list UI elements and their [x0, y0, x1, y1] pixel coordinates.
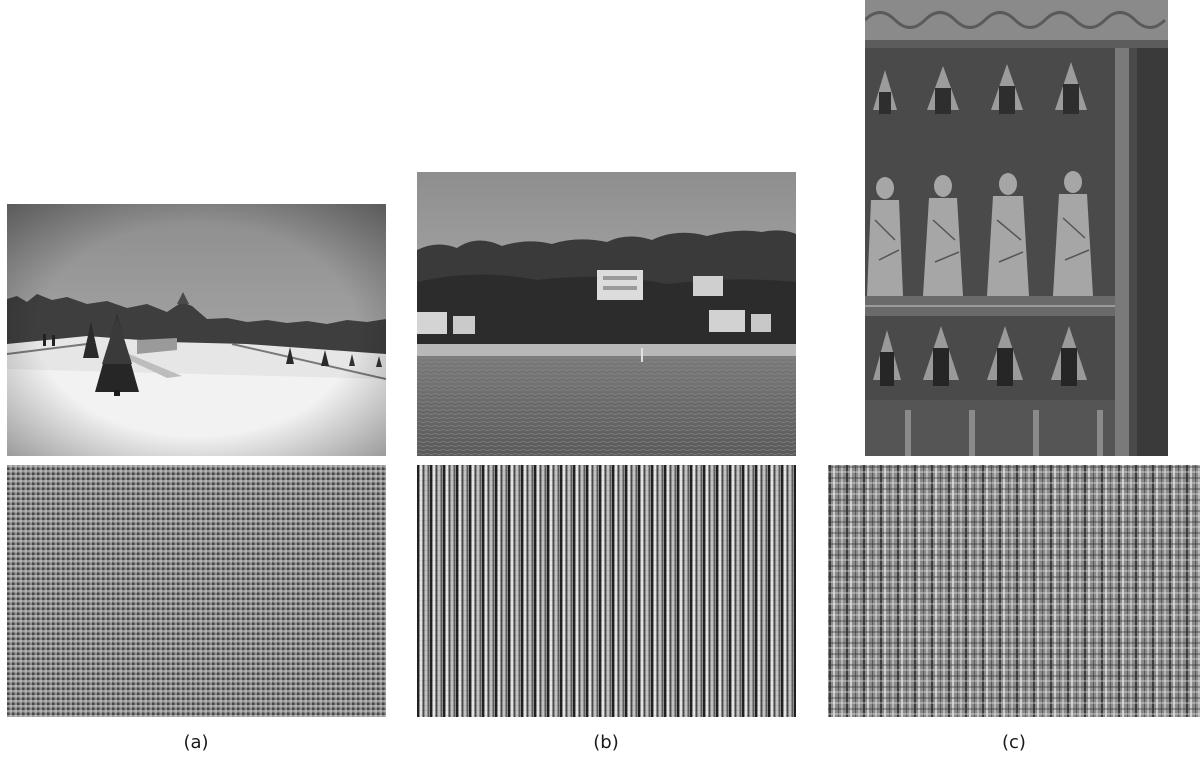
photo-snowy-park: [7, 204, 386, 456]
caption-a: (a): [183, 732, 209, 753]
grating-pattern-a: [7, 465, 386, 717]
photo-gothic-altar: [865, 0, 1168, 456]
caption-b: (b): [593, 732, 619, 753]
photo-riverside-houses: [417, 172, 796, 456]
grating-pattern-b: [417, 465, 796, 717]
caption-c: (c): [1002, 732, 1026, 753]
grating-pattern-c: [828, 465, 1200, 717]
